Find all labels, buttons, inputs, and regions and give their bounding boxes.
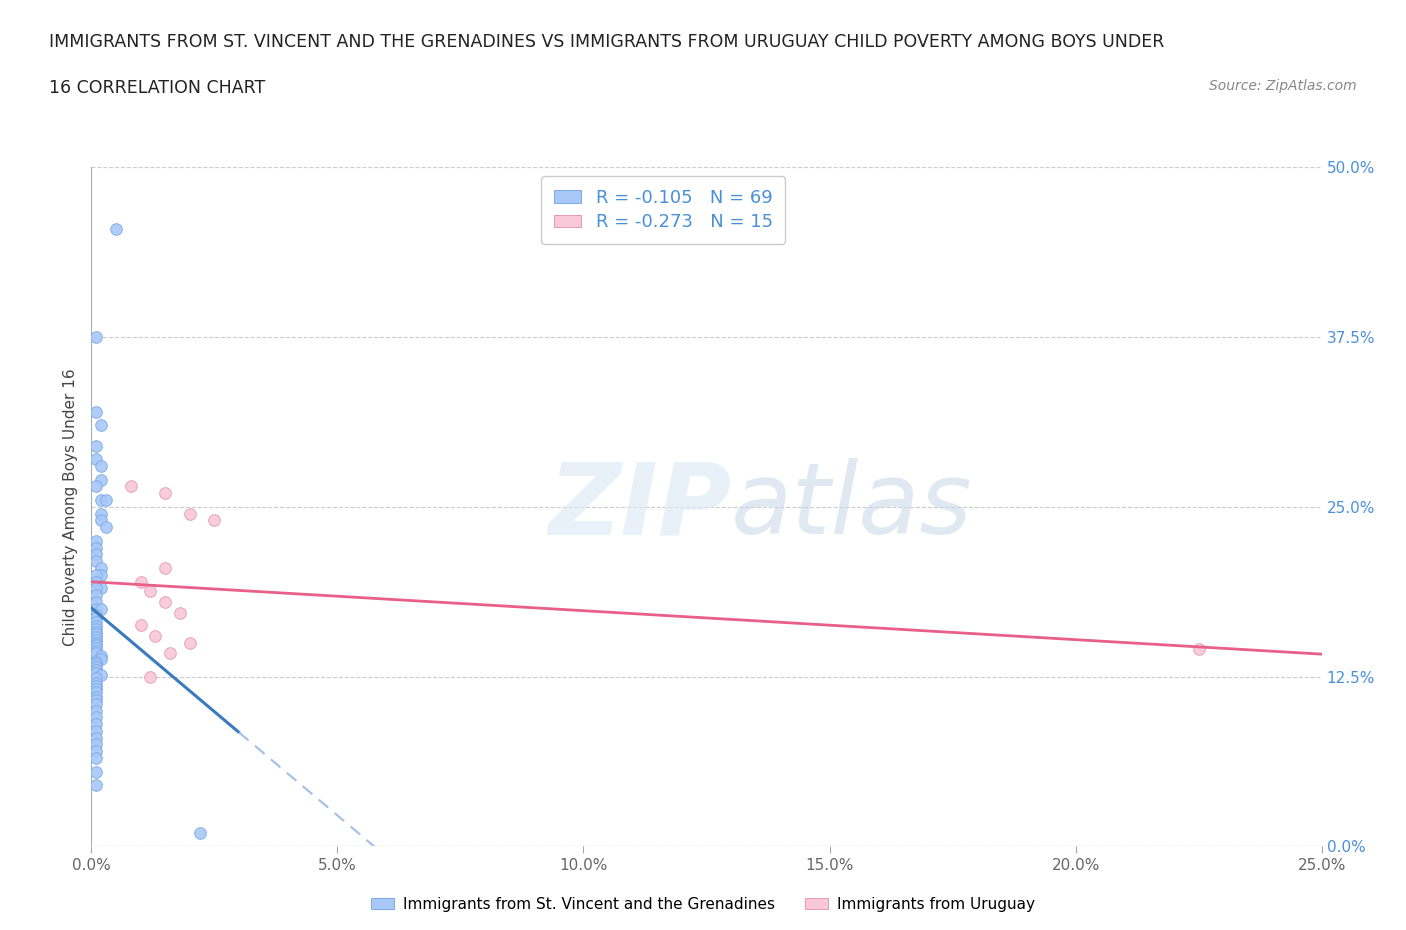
Point (139, 670, 162, 684)
Point (169, 605, 191, 620)
Point (86, 608, 108, 623)
Point (90, 418, 112, 432)
Point (105, 221, 127, 236)
Point (139, 584, 162, 599)
Point (86, 567, 108, 582)
Point (86, 684, 108, 699)
Point (86, 479, 108, 494)
Point (86, 662, 108, 677)
Point (145, 629, 166, 644)
Point (86, 632, 108, 647)
Y-axis label: Child Poverty Among Boys Under 16: Child Poverty Among Boys Under 16 (63, 368, 79, 645)
Point (159, 646, 181, 661)
Point (90, 561, 112, 576)
Point (1187, 642, 1209, 657)
Point (90, 567, 112, 582)
Point (90, 668, 112, 683)
Point (129, 574, 152, 589)
Point (90, 649, 112, 664)
Point (86, 547, 108, 562)
Point (153, 561, 177, 576)
Point (86, 710, 108, 724)
Point (188, 825, 211, 840)
Text: atlas: atlas (731, 458, 973, 555)
Point (86, 581, 108, 596)
Point (86, 682, 108, 697)
Point (202, 513, 225, 528)
Point (86, 615, 108, 630)
Point (90, 602, 112, 617)
Point (179, 506, 201, 521)
Text: IMMIGRANTS FROM ST. VINCENT AND THE GRENADINES VS IMMIGRANTS FROM URUGUAY CHILD : IMMIGRANTS FROM ST. VINCENT AND THE GREN… (49, 33, 1164, 50)
Point (86, 730, 108, 745)
Point (153, 485, 177, 500)
Text: Source: ZipAtlas.com: Source: ZipAtlas.com (1209, 79, 1357, 93)
Point (86, 697, 108, 711)
Point (86, 540, 108, 555)
Point (96, 520, 117, 535)
Point (96, 493, 117, 508)
Point (86, 618, 108, 633)
Point (86, 553, 108, 568)
Point (90, 652, 112, 667)
Point (90, 513, 112, 528)
Point (86, 646, 108, 661)
Point (86, 737, 108, 752)
Legend: Immigrants from St. Vincent and the Grenadines, Immigrants from Uruguay: Immigrants from St. Vincent and the Gren… (364, 891, 1042, 918)
Point (86, 692, 108, 707)
Point (86, 689, 108, 704)
Point (86, 588, 108, 603)
Point (179, 635, 201, 650)
Point (90, 493, 112, 508)
Point (86, 724, 108, 738)
Point (86, 657, 108, 671)
Point (90, 506, 112, 521)
Point (86, 654, 108, 669)
Point (90, 458, 112, 473)
Point (86, 452, 108, 467)
Point (86, 624, 108, 639)
Point (86, 744, 108, 759)
Point (86, 621, 108, 636)
Point (153, 594, 177, 609)
Point (86, 611, 108, 626)
Point (86, 602, 108, 617)
Point (90, 472, 112, 487)
Point (86, 438, 108, 453)
Point (86, 764, 108, 779)
Point (86, 671, 108, 685)
Point (86, 534, 108, 549)
Point (129, 618, 152, 632)
Point (86, 594, 108, 609)
Text: ZIP: ZIP (548, 458, 731, 555)
Point (86, 638, 108, 653)
Text: 16 CORRELATION CHART: 16 CORRELATION CHART (49, 79, 266, 97)
Legend: R = -0.105   N = 69, R = -0.273   N = 15: R = -0.105 N = 69, R = -0.273 N = 15 (541, 177, 786, 244)
Point (86, 641, 108, 656)
Point (86, 630, 108, 644)
Point (86, 679, 108, 694)
Point (86, 676, 108, 691)
Point (86, 717, 108, 732)
Point (86, 703, 108, 718)
Point (90, 581, 112, 596)
Point (86, 574, 108, 589)
Point (86, 751, 108, 765)
Point (86, 659, 108, 674)
Point (86, 635, 108, 650)
Point (86, 330, 108, 345)
Point (86, 777, 108, 792)
Point (86, 644, 108, 658)
Point (86, 627, 108, 642)
Point (86, 665, 108, 680)
Point (86, 405, 108, 419)
Point (120, 479, 142, 494)
